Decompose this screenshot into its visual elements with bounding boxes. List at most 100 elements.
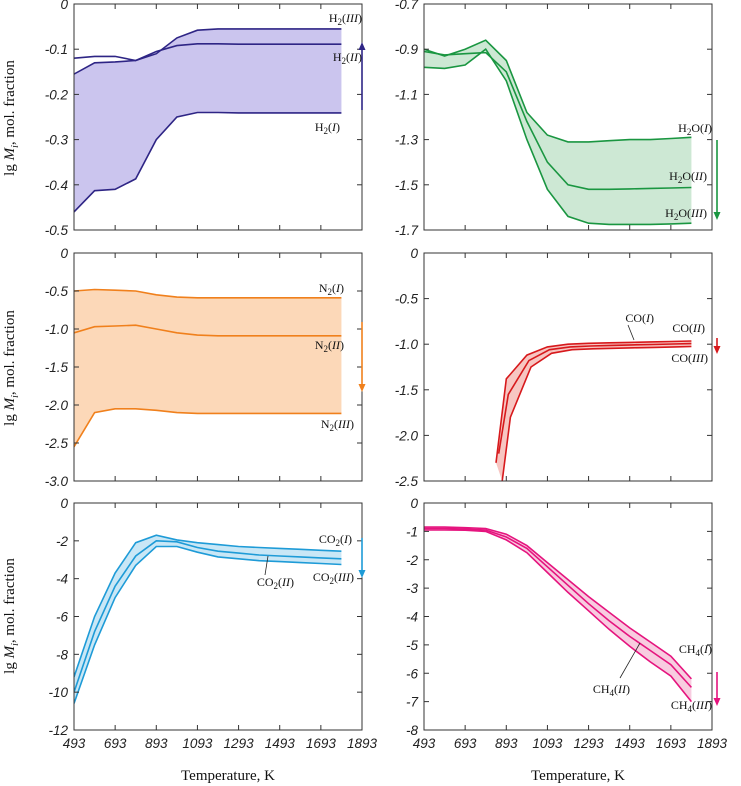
series-line-co2-2 [74, 539, 342, 693]
y-tick-label: -0.1 [45, 42, 68, 57]
y-tick-label: -1.3 [395, 133, 419, 148]
trend-arrow-head [358, 570, 366, 578]
series-line-h2o-1 [424, 39, 692, 143]
series-line-co-1 [495, 340, 692, 463]
x-tick-label: 1093 [532, 736, 563, 751]
series-line-co-3 [501, 345, 692, 481]
y-tick-label: -6 [406, 666, 418, 681]
series-label-n2-3: N2(III) [321, 417, 354, 433]
series-label-h2-3: H2(I) [315, 120, 340, 136]
series-label-co-3: CO(III) [671, 351, 708, 365]
x-tick-label: 1693 [306, 736, 337, 751]
y-tick-label: -0.4 [45, 178, 68, 193]
series-line-h2o-3 [424, 48, 692, 226]
y-tick-label: -2.5 [395, 474, 419, 489]
label-leader [627, 324, 635, 341]
chart-panels: 0 -0.1 -0.2 -0.3 -0.4 -0.5 H2(III) H2(II) H2(I) -… [45, 0, 728, 751]
y-axis-title-bottom: lg Mi, mol. fraction [2, 558, 21, 674]
trend-arrow-head [713, 698, 721, 706]
y-tick-label: -0.5 [395, 292, 419, 307]
y-tick-label: 0 [60, 246, 68, 261]
x-tick-label: 693 [454, 736, 477, 751]
y-tick-label: -1.5 [395, 178, 419, 193]
x-tick-label: 1093 [182, 736, 213, 751]
series-label-n2-2: N2(II) [315, 338, 344, 354]
series-label-ch4-1: CH4(I) [679, 642, 712, 658]
band-h2 [74, 28, 342, 212]
y-tick-label: -1.5 [45, 360, 69, 375]
band-h2o [424, 40, 692, 225]
series-line-n2-2 [74, 324, 342, 337]
series-line-ch4-2 [424, 527, 692, 688]
x-tick-label: 1693 [656, 736, 687, 751]
x-tick-label: 1893 [697, 736, 728, 751]
series-line-ch4-3 [424, 529, 693, 703]
plot-area [495, 340, 692, 481]
x-tick-label: 693 [104, 736, 127, 751]
plot-frame [423, 3, 713, 231]
series-line-n2-3 [74, 408, 342, 448]
series-line-h2-3 [74, 111, 342, 213]
plot-area [74, 288, 342, 448]
y-tick-label: -1.0 [395, 337, 419, 352]
x-tick-label: 893 [495, 736, 518, 751]
x-axis-title-right: Temperature, K [531, 768, 625, 784]
y-tick-label: -0.2 [45, 87, 69, 102]
series-label-ch4-3: CH4(III) [671, 698, 712, 714]
series-line-ch4-1 [424, 526, 692, 680]
label-leader [264, 555, 269, 576]
plot-area [74, 28, 342, 213]
series-label-co-2: CO(II) [672, 321, 705, 335]
series-label-co2-2: CO2(II) [257, 575, 294, 591]
series-line-co2-1 [74, 534, 342, 678]
x-tick-label: 893 [145, 736, 168, 751]
y-tick-label: 0 [60, 0, 68, 12]
series-label-h2-1: H2(III) [329, 11, 362, 27]
series-label-h2o-1: H2O(I) [678, 121, 712, 137]
y-tick-label: -6 [56, 610, 68, 625]
y-tick-label: -2 [406, 553, 418, 568]
series-label-h2-2: H2(II) [333, 50, 362, 66]
y-tick-label: -12 [48, 723, 68, 738]
series-line-co-2 [497, 342, 692, 454]
x-tick-label: 1293 [574, 736, 605, 751]
series-label-co2-3: CO2(III) [313, 570, 354, 586]
y-axis-title-middle: lg Mi, mol. fraction [2, 310, 21, 426]
series-line-co2-3 [74, 545, 342, 704]
series-label-h2o-2: H2O(II) [669, 169, 707, 185]
panel-co: 0 -0.5 -1.0 -1.5 -2.0 -2.5 CO(I) CO(II) CO(III) [395, 246, 721, 489]
plot-area [74, 534, 342, 704]
x-tick-label: 1293 [224, 736, 255, 751]
trend-arrow-head [713, 212, 721, 220]
series-label-co2-1: CO2(I) [319, 532, 352, 548]
panel-h2o: -0.7 -0.9 -1.1 -1.3 -1.5 -1.7 H2O(I) H2O(II) H2O… [395, 0, 721, 238]
y-tick-label: -2.0 [45, 398, 69, 413]
band-co [496, 341, 692, 481]
plot-frame [423, 252, 713, 482]
series-line-h2-2 [74, 43, 342, 62]
y-tick-label: -0.9 [395, 42, 419, 57]
y-tick-label: -0.5 [45, 223, 69, 238]
trend-arrow-head [713, 346, 721, 354]
y-tick-label: -0.7 [395, 0, 419, 12]
x-tick-label: 493 [63, 736, 86, 751]
plot-frame [423, 502, 713, 731]
series-label-n2-1: N2(I) [319, 281, 344, 297]
x-tick-label: 1493 [615, 736, 646, 751]
y-tick-label: -0.5 [45, 284, 69, 299]
x-tick-label: 493 [413, 736, 436, 751]
y-tick-label: -3 [406, 581, 418, 596]
y-tick-label: -5 [406, 638, 418, 653]
series-line-h2-1 [74, 28, 342, 75]
trend-arrow-head [358, 384, 366, 392]
y-tick-label: -1 [406, 524, 418, 539]
panel-n2: 0 -0.5 -1.0 -1.5 -2.0 -2.5 -3.0 N2(I) N2(II) N2(I… [45, 246, 366, 489]
y-tick-label: -1.5 [395, 383, 419, 398]
y-tick-label: 0 [410, 246, 418, 261]
y-tick-label: -4 [406, 610, 418, 625]
y-tick-label: -1.1 [395, 87, 418, 102]
plot-frame [73, 3, 363, 231]
